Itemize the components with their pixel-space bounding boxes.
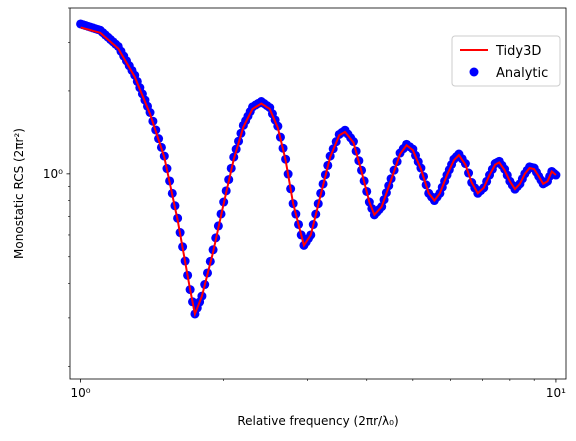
legend-label-tidy3d: Tidy3D — [495, 44, 541, 59]
legend-label-analytic: Analytic — [496, 66, 548, 81]
x-tick-label: 10⁰ — [71, 386, 91, 400]
x-axis-label: Relative frequency (2πr/λ₀) — [237, 414, 398, 428]
axis-ticks: 10⁰ 10¹ 10⁰ — [43, 7, 566, 400]
chart-marks — [76, 19, 561, 319]
tidy3d-line — [80, 26, 557, 318]
x-tick-label: 10¹ — [546, 386, 566, 400]
y-axis-label: Monostatic RCS (2πr²) — [12, 128, 26, 259]
axes-frame — [69, 7, 567, 380]
legend-box — [451, 35, 561, 87]
y-tick-label: 10⁰ — [43, 167, 63, 181]
legend: Tidy3D Analytic — [451, 35, 561, 87]
plot-area: 10⁰ 10¹ 10⁰ — [43, 7, 567, 400]
legend-marker-swatch — [469, 67, 479, 77]
